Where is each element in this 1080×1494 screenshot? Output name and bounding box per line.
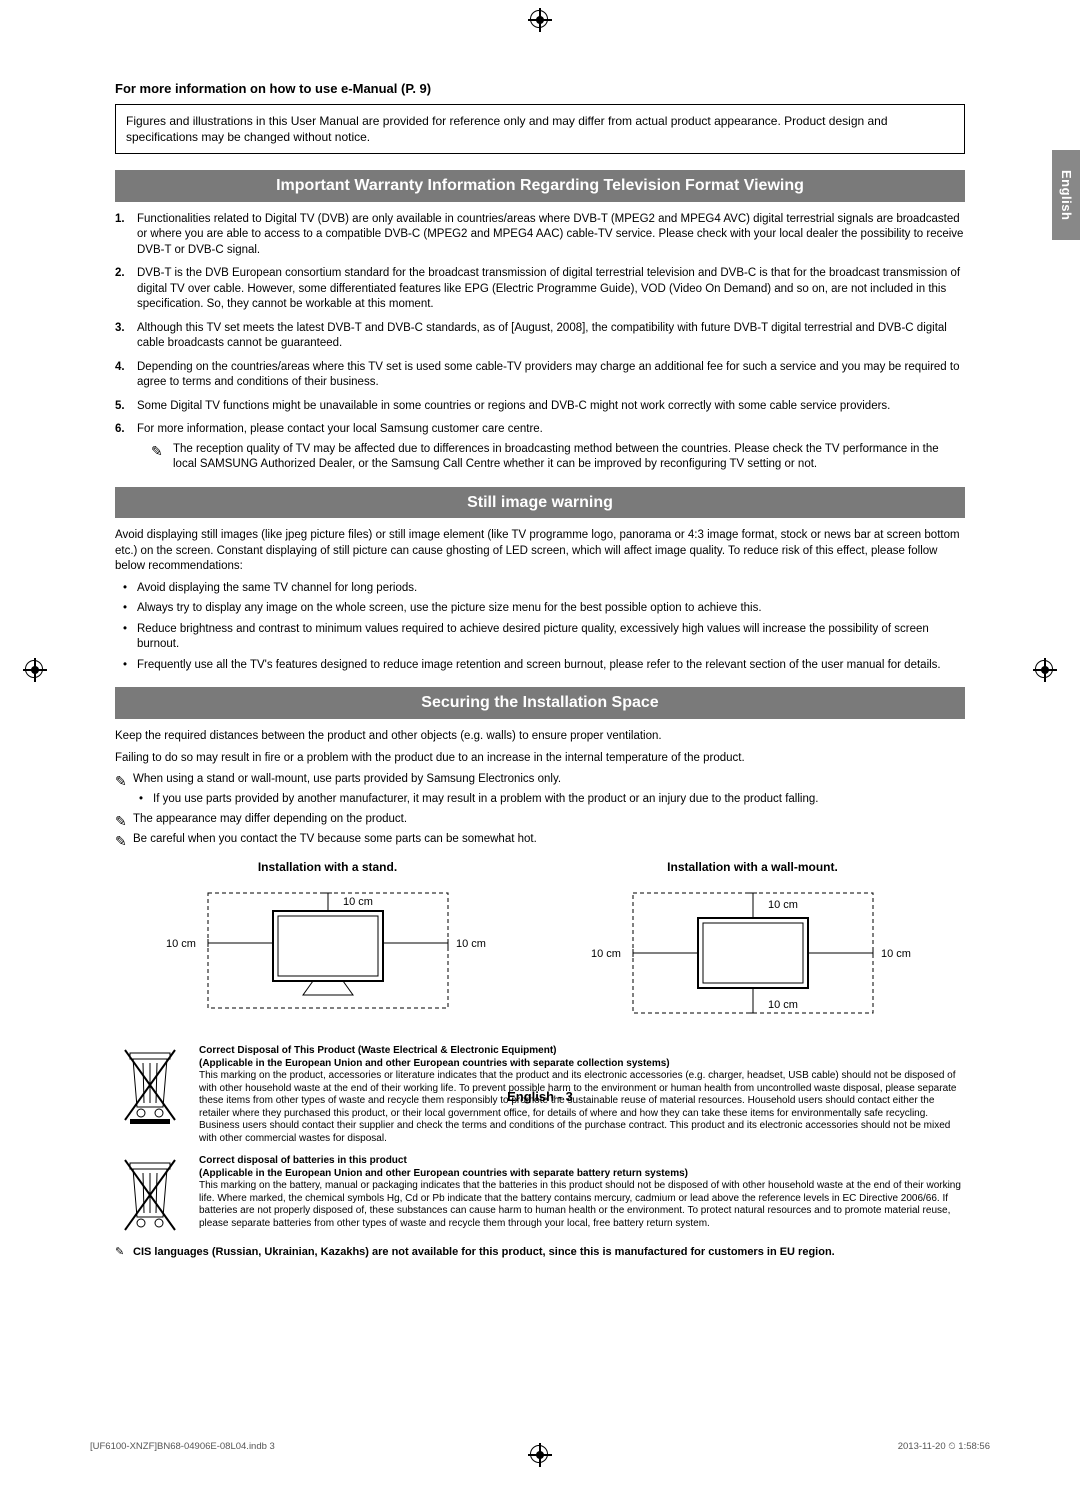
- disposal-product-sub: (Applicable in the European Union and ot…: [199, 1058, 965, 1071]
- install-stand-title: Installation with a stand.: [124, 859, 532, 875]
- disposal-battery-text: Correct disposal of batteries in this pr…: [199, 1155, 965, 1235]
- install-sub-bullets: If you use parts provided by another man…: [115, 792, 965, 808]
- page-content: For more information on how to use e-Man…: [115, 80, 965, 1260]
- warranty-item: For more information, please contact you…: [115, 422, 965, 473]
- cis-note: CIS languages (Russian, Ukrainian, Kazak…: [115, 1245, 965, 1260]
- crop-mark-top: [530, 10, 548, 28]
- crop-mark-bottom: [530, 1445, 548, 1463]
- footer-file-info: [UF6100-XNZF]BN68-04906E-08L04.indb 3: [90, 1441, 275, 1454]
- disposal-battery-body: This marking on the battery, manual or p…: [199, 1180, 965, 1230]
- svg-text:10 cm: 10 cm: [591, 948, 621, 960]
- install-note-2: The appearance may differ depending on t…: [115, 812, 965, 828]
- svg-text:10 cm: 10 cm: [768, 999, 798, 1011]
- install-note-3: Be careful when you contact the TV becau…: [115, 832, 965, 848]
- disposal-battery-sub: (Applicable in the European Union and ot…: [199, 1168, 965, 1181]
- warranty-item: Functionalities related to Digital TV (D…: [115, 212, 965, 259]
- svg-text:10 cm: 10 cm: [768, 899, 798, 911]
- install-wall-title: Installation with a wall-mount.: [549, 859, 957, 875]
- warranty-item-text: For more information, please contact you…: [137, 423, 543, 435]
- footer-timestamp: 2013-11-20 ⏲ 1:58:56: [898, 1441, 990, 1454]
- install-wall-diagram: 10 cm 10 cm 10 cm 10 cm: [549, 883, 957, 1023]
- crop-mark-left: [25, 660, 43, 678]
- still-image-bullet: Reduce brightness and contrast to minimu…: [115, 622, 965, 653]
- page-number: English - 3: [115, 1088, 965, 1106]
- install-p2: Failing to do so may result in fire or a…: [115, 751, 965, 767]
- warranty-item: DVB-T is the DVB European consortium sta…: [115, 266, 965, 313]
- language-tab: English: [1052, 150, 1080, 240]
- svg-text:10 cm: 10 cm: [166, 938, 196, 950]
- notice-box: Figures and illustrations in this User M…: [115, 104, 965, 154]
- install-stand-col: Installation with a stand. 10 cm: [124, 859, 532, 1023]
- still-image-intro: Avoid displaying still images (like jpeg…: [115, 528, 965, 575]
- warranty-note: The reception quality of TV may be affec…: [137, 442, 965, 473]
- still-image-bullet: Frequently use all the TV's features des…: [115, 658, 965, 674]
- install-p1: Keep the required distances between the …: [115, 729, 965, 745]
- install-note-1: When using a stand or wall-mount, use pa…: [115, 772, 965, 788]
- warranty-list: Functionalities related to Digital TV (D…: [115, 212, 965, 473]
- disposal-battery-row: Correct disposal of batteries in this pr…: [115, 1155, 965, 1235]
- battery-bin-icon: [115, 1155, 185, 1235]
- installation-diagrams: Installation with a stand. 10 cm: [115, 859, 965, 1023]
- section-warranty-heading: Important Warranty Information Regarding…: [115, 170, 965, 202]
- warranty-item: Depending on the countries/areas where t…: [115, 360, 965, 391]
- disposal-battery-title: Correct disposal of batteries in this pr…: [199, 1155, 965, 1168]
- svg-text:10 cm: 10 cm: [343, 896, 373, 908]
- svg-text:10 cm: 10 cm: [881, 948, 911, 960]
- still-image-bullet: Always try to display any image on the w…: [115, 601, 965, 617]
- disposal-product-body: This marking on the product, accessories…: [199, 1070, 965, 1145]
- still-image-bullet: Avoid displaying the same TV channel for…: [115, 581, 965, 597]
- top-heading: For more information on how to use e-Man…: [115, 80, 965, 98]
- install-wall-col: Installation with a wall-mount. 10 cm: [549, 859, 957, 1023]
- section-still-image-heading: Still image warning: [115, 487, 965, 519]
- crop-mark-right: [1035, 660, 1053, 678]
- section-installation-heading: Securing the Installation Space: [115, 687, 965, 719]
- svg-text:10 cm: 10 cm: [456, 938, 486, 950]
- weee-bin-icon: [115, 1045, 185, 1125]
- install-sub-bullet: If you use parts provided by another man…: [115, 792, 965, 808]
- warranty-item: Although this TV set meets the latest DV…: [115, 321, 965, 352]
- disposal-product-title: Correct Disposal of This Product (Waste …: [199, 1045, 965, 1058]
- warranty-item: Some Digital TV functions might be unava…: [115, 399, 965, 415]
- install-stand-diagram: 10 cm 10 cm 10 cm: [124, 883, 532, 1023]
- still-image-bullets: Avoid displaying the same TV channel for…: [115, 581, 965, 674]
